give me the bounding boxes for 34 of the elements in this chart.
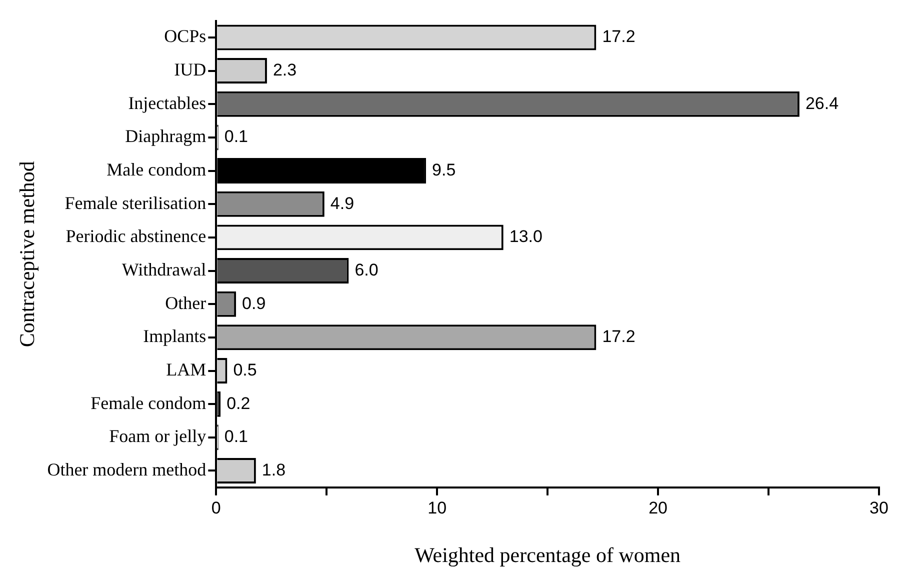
y-tick-label: Diaphragm: [125, 126, 206, 146]
data-label: 0.1: [224, 427, 248, 446]
x-tick-label: 10: [428, 498, 447, 518]
y-tick-label: Implants: [143, 326, 206, 346]
y-tick-label: Periodic abstinence: [66, 226, 206, 246]
data-label: 0.1: [224, 127, 248, 146]
y-tick-label: Other: [165, 292, 206, 313]
data-label: 1.8: [262, 460, 286, 480]
data-label: 0.2: [226, 394, 250, 413]
data-label: 0.5: [233, 360, 257, 380]
data-label: 6.0: [354, 260, 378, 280]
y-tick-label: Female sterilisation: [64, 192, 206, 213]
x-tick-label: 20: [648, 498, 668, 518]
y-tick-label: Injectables: [128, 92, 206, 113]
y-tick-label: IUD: [174, 60, 206, 80]
y-axis-title: Contraceptive method: [15, 160, 40, 348]
data-label: 17.2: [602, 327, 636, 346]
y-tick-label: Withdrawal: [122, 260, 206, 280]
x-tick-label: 30: [870, 498, 888, 518]
data-label: 26.4: [805, 94, 839, 113]
y-tick-label: Other modern method: [47, 459, 206, 480]
y-tick-label: LAM: [166, 359, 206, 380]
y-tick-label: OCPs: [164, 26, 206, 46]
data-label: 2.3: [272, 60, 297, 80]
x-tick-label: 0: [211, 498, 221, 518]
y-tick-label: Female condom: [90, 392, 206, 413]
data-label: 4.9: [330, 194, 354, 213]
y-tick-label: Foam or jelly: [109, 426, 206, 446]
data-label: 9.5: [432, 160, 456, 180]
data-label: 13.0: [509, 227, 542, 246]
x-axis-title: Weighted percentage of women: [414, 542, 682, 567]
data-label: 17.2: [602, 27, 636, 46]
y-tick-label: Male condom: [106, 160, 206, 180]
data-label: 0.9: [242, 294, 266, 313]
